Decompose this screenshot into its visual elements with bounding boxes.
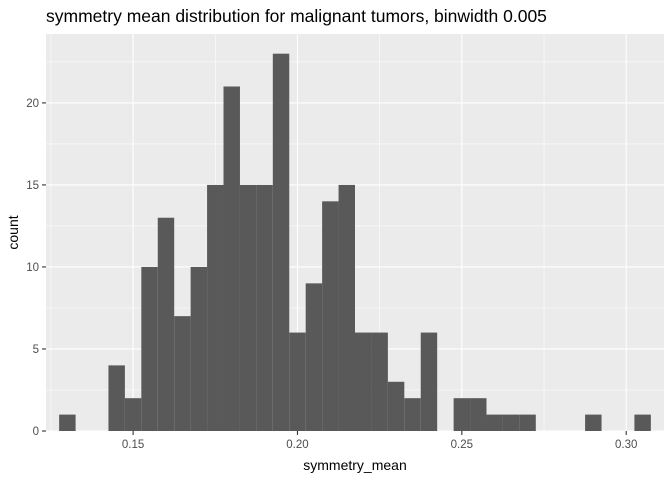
y-tick-label: 15: [26, 180, 39, 192]
histogram-bar: [59, 414, 76, 431]
histogram-bar: [289, 332, 306, 431]
histogram-bar: [322, 201, 339, 431]
x-tick-label: 0.30: [615, 439, 637, 451]
x-tick-label: 0.15: [122, 439, 144, 451]
histogram-bars: [59, 53, 651, 432]
histogram-bar: [371, 332, 388, 431]
histogram-bar: [338, 184, 355, 431]
histogram-bar: [519, 414, 536, 431]
histogram-bar: [470, 398, 487, 431]
x-axis-ticks: 0.15 0.20 0.25 0.30: [122, 431, 637, 451]
y-tick-label: 20: [26, 98, 39, 110]
histogram-bar: [404, 398, 421, 431]
y-tick-label: 5: [33, 344, 39, 356]
y-tick-label: 0: [33, 426, 39, 438]
histogram-bar: [239, 184, 257, 431]
histogram-bar: [190, 266, 208, 431]
histogram-bar: [486, 414, 503, 431]
histogram-bar: [124, 398, 142, 431]
y-axis-ticks: 0 5 10 15 20: [26, 98, 46, 438]
histogram-bar: [453, 398, 471, 431]
histogram-bar: [256, 184, 273, 431]
histogram-bar: [420, 332, 438, 431]
y-tick-label: 10: [26, 262, 39, 274]
histogram-bar: [355, 332, 372, 431]
histogram-bar: [272, 53, 290, 432]
histogram-bar: [223, 86, 240, 432]
chart-title: symmetry mean distribution for malignant…: [46, 6, 547, 26]
histogram-bar: [174, 316, 191, 431]
histogram-bar: [585, 414, 602, 431]
histogram-bar: [387, 381, 405, 431]
x-axis-title: symmetry_mean: [303, 457, 406, 473]
histogram-bar: [207, 184, 224, 431]
histogram-bar: [108, 365, 125, 431]
histogram-bar: [502, 414, 520, 431]
x-tick-label: 0.20: [286, 439, 308, 451]
x-tick-label: 0.25: [451, 439, 473, 451]
histogram-bar: [141, 266, 158, 431]
histogram-bar: [157, 217, 175, 431]
histogram-bar: [305, 283, 323, 431]
histogram-bar: [634, 414, 651, 431]
y-axis-title: count: [5, 215, 21, 249]
